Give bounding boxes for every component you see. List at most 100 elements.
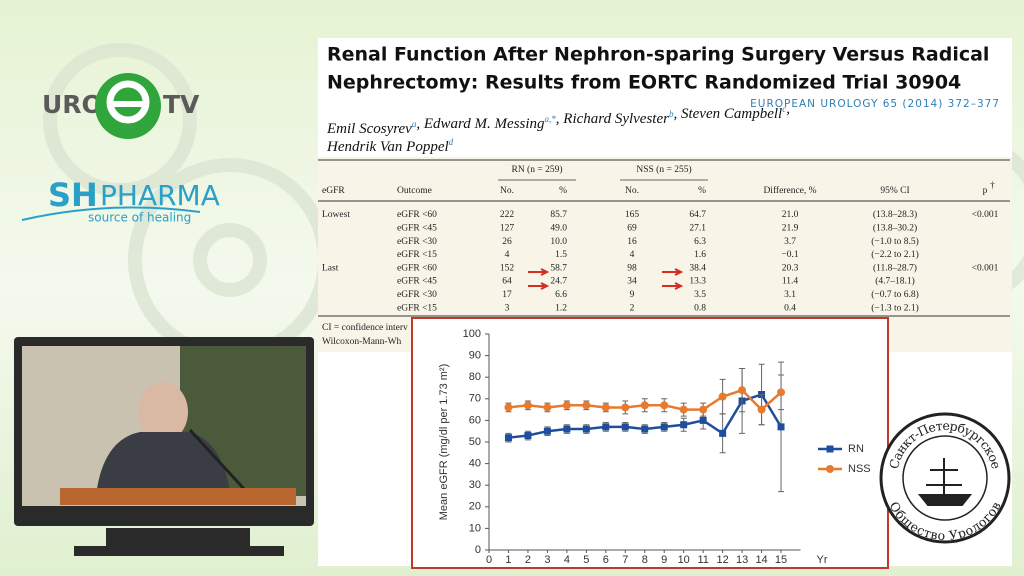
table-cell: 49.0	[550, 223, 567, 233]
author-name: , Steven Campbell	[673, 106, 782, 122]
marker	[602, 423, 610, 431]
x-tick-label: 1	[505, 554, 511, 566]
x-tick-label: 4	[564, 554, 570, 566]
table-cell: eGFR <30	[397, 237, 437, 247]
legend-label: RN	[848, 443, 864, 455]
table-cell: 3.1	[784, 290, 796, 300]
x-tick-label: 8	[642, 554, 648, 566]
footnote: Wilcoxon-Mann-Wh	[322, 337, 402, 347]
p-value: <0.001	[972, 210, 999, 220]
author-name: Hendrik Van Poppel	[326, 139, 449, 155]
marker	[680, 421, 688, 429]
marker	[621, 423, 629, 431]
marker	[719, 429, 727, 437]
x-tick-label: 7	[622, 554, 628, 566]
marker	[582, 425, 590, 433]
table-cell: 85.7	[550, 210, 567, 220]
table-cell: (−2.2 to 2.1)	[871, 249, 919, 260]
table-cell: (−0.7 to 6.8)	[871, 289, 919, 300]
x-tick-label: 11	[697, 554, 708, 566]
x-tick-label: 2	[525, 554, 531, 566]
y-tick-label: 100	[463, 328, 481, 340]
table-cell: 27.1	[689, 223, 706, 233]
marker	[718, 392, 727, 401]
table-cell: 64.7	[689, 210, 706, 220]
y-tick-label: 80	[469, 371, 481, 383]
table-cell: (−1.0 to 8.5)	[871, 236, 919, 247]
table-cell: (−1.3 to 2.1)	[871, 302, 919, 313]
marker	[543, 403, 552, 412]
marker	[543, 427, 551, 435]
monitor-base	[74, 546, 284, 556]
row-group: Last	[322, 263, 339, 273]
table-cell: 1.6	[694, 250, 706, 260]
author-name: , Richard Sylvester	[556, 111, 669, 127]
marker	[757, 405, 766, 414]
marker	[524, 432, 532, 440]
y-tick-label: 60	[469, 414, 481, 426]
marker	[601, 403, 610, 412]
marker	[563, 425, 571, 433]
column-header: Outcome	[397, 186, 432, 196]
table-cell: 6.3	[694, 237, 706, 247]
row-group: Lowest	[322, 210, 350, 220]
table-cell: 6.6	[555, 290, 567, 300]
seal-ship	[917, 458, 973, 506]
table-cell: (13.8–28.3)	[873, 209, 917, 220]
speaker-head	[138, 382, 188, 442]
marker	[523, 401, 532, 410]
x-tick-label: 12	[717, 554, 729, 566]
x-tick-label: 5	[583, 554, 589, 566]
author-line: Hendrik Van Poppeld	[326, 137, 454, 155]
x-tick-label: 6	[603, 554, 609, 566]
y-axis-label: Mean eGFR (mg/dl per 1.73 m²)	[438, 364, 450, 521]
author-sup: d	[449, 137, 454, 147]
logo-swoosh	[21, 206, 201, 221]
highlight-arrow	[528, 282, 550, 290]
logo-sh: SH	[48, 176, 98, 214]
table-cell: 9	[630, 290, 635, 300]
table-cell: 24.7	[550, 277, 567, 287]
author-sup: a,*	[545, 114, 557, 124]
y-tick-label: 0	[475, 544, 481, 556]
x-tick-label: 15	[775, 554, 787, 566]
legend-label: NSS	[848, 463, 871, 475]
table-cell: 17	[502, 290, 512, 300]
column-header: 95% CI	[880, 186, 909, 196]
speaker-suit	[95, 432, 232, 505]
table-cell: 26	[502, 237, 512, 247]
table-cell: (11.8–28.7)	[873, 262, 917, 273]
column-header: %	[698, 186, 706, 196]
y-tick-label: 20	[469, 501, 481, 513]
table-cell: 1.5	[555, 250, 567, 260]
legend-marker	[826, 445, 834, 453]
marker	[777, 423, 785, 431]
table-cell: eGFR <15	[397, 303, 437, 313]
marker	[640, 401, 649, 410]
legend-marker	[826, 465, 834, 473]
table-cell: eGFR <60	[397, 210, 437, 220]
author-sup: b	[669, 109, 674, 119]
table-cell: 34	[627, 277, 637, 287]
table-cell: eGFR <60	[397, 263, 437, 273]
table-cell: eGFR <15	[397, 250, 437, 260]
group-header: RN (n = 259)	[511, 164, 562, 175]
p-value: <0.001	[972, 263, 999, 273]
highlight-arrow	[662, 282, 684, 290]
table-cell: 0.8	[694, 303, 706, 313]
table-cell: 98	[627, 263, 637, 273]
table-cell: −0.1	[781, 250, 798, 260]
column-header: %	[559, 186, 567, 196]
marker	[660, 401, 669, 410]
table-cell: 69	[627, 223, 637, 233]
highlight-arrow	[528, 268, 550, 276]
highlight-arrow	[662, 268, 684, 276]
marker	[660, 423, 668, 431]
column-header: p	[983, 186, 988, 196]
table-cell: 127	[500, 223, 515, 233]
table-cell: 165	[625, 210, 640, 220]
monitor-neck	[106, 528, 250, 546]
table-cell: 10.0	[550, 237, 567, 247]
logo-pharma: PHARMA	[100, 179, 220, 212]
table-cell: 58.7	[550, 263, 567, 273]
